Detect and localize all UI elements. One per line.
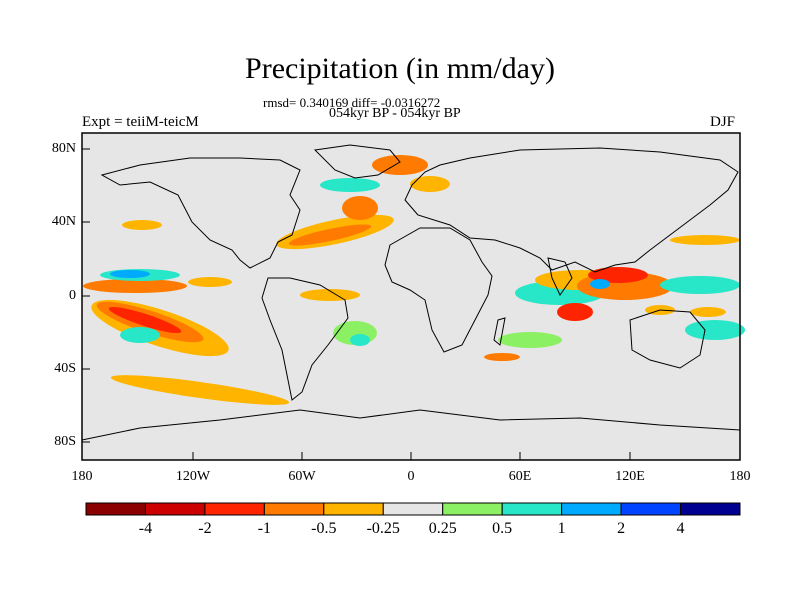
colorbar-swatch xyxy=(382,502,444,516)
period-text: 054kyr BP - 054kyr BP xyxy=(329,106,461,121)
coastline-south-america xyxy=(261,277,349,401)
lat-tick-label: 80N xyxy=(51,141,76,156)
precipitation-anomaly-blobs xyxy=(83,155,745,405)
axis-ticks xyxy=(82,148,631,460)
lat-tick-label: 80S xyxy=(54,434,76,449)
colorbar-label: 1 xyxy=(557,520,566,537)
colorbar-swatch xyxy=(501,502,563,516)
anomaly-blob xyxy=(108,306,182,334)
colorbar-label: -1 xyxy=(257,520,272,537)
anomaly-blob xyxy=(690,307,726,317)
colorbar-label: -0.25 xyxy=(366,520,400,537)
anomaly-blob xyxy=(498,332,562,348)
anomaly-blob xyxy=(320,178,380,192)
colorbar-swatch xyxy=(263,502,325,516)
anomaly-blob xyxy=(660,276,740,294)
lon-tick-label: 60E xyxy=(508,469,532,484)
colorbar-label: 0.5 xyxy=(492,520,513,537)
colorbar-swatch xyxy=(144,502,206,516)
lon-tick-label: 60W xyxy=(288,469,316,484)
coastline-madagascar xyxy=(493,317,506,346)
anomaly-blob xyxy=(670,235,740,245)
coastline-north-america xyxy=(100,157,301,269)
anomaly-blob xyxy=(300,289,360,301)
anomaly-blob xyxy=(342,196,378,220)
anomaly-blob xyxy=(588,267,648,283)
colorbar-label: 4 xyxy=(676,520,685,537)
coastline-antarctica xyxy=(81,409,741,441)
anomaly-blob xyxy=(484,353,520,361)
anomaly-blob xyxy=(110,375,290,405)
colorbar-swatch xyxy=(85,502,146,516)
anomaly-blob xyxy=(590,279,610,289)
anomaly-blob xyxy=(372,155,428,175)
coastline-greenland xyxy=(313,144,401,179)
anomaly-blob xyxy=(410,176,450,192)
colorbar-swatch xyxy=(680,502,741,516)
colorbar-label: -4 xyxy=(138,520,153,537)
experiment-label: Expt = teiiM-teicM xyxy=(82,114,199,130)
colorbar-label: 2 xyxy=(617,520,626,537)
coastline-india xyxy=(547,257,573,296)
colorbar-label: -0.5 xyxy=(311,520,337,537)
lon-tick-label: 0 xyxy=(407,469,415,484)
lat-tick-label: 40S xyxy=(54,361,76,376)
lon-tick-label: 180 xyxy=(71,469,93,484)
coastlines xyxy=(81,144,741,441)
lon-tick-label: 120E xyxy=(615,469,645,484)
coastline-eurasia xyxy=(404,147,739,273)
colorbar-swatch xyxy=(323,502,384,516)
colorbar-swatch xyxy=(442,502,503,516)
lat-tick-label: 0 xyxy=(69,288,76,303)
lon-tick-label: 120W xyxy=(175,469,211,484)
anomaly-blob xyxy=(188,277,232,287)
coastline-africa xyxy=(384,227,493,353)
lat-tick-label: 40N xyxy=(51,214,76,229)
plot-title: Precipitation (in mm/day) xyxy=(245,52,555,85)
colorbar xyxy=(85,502,741,516)
anomaly-blob xyxy=(288,224,372,246)
anomaly-blob xyxy=(83,279,187,293)
anomaly-blob xyxy=(557,303,593,321)
anomaly-blob xyxy=(350,334,370,346)
colorbar-swatch xyxy=(561,502,622,516)
colorbar-label: 0.25 xyxy=(428,520,457,537)
coastline-australia xyxy=(629,309,706,369)
season-label: DJF xyxy=(710,114,736,130)
anomaly-blob xyxy=(122,220,162,230)
anomaly-blob xyxy=(110,270,150,278)
lon-tick-label: 180 xyxy=(729,469,751,484)
anomaly-blob xyxy=(120,327,160,343)
colorbar-swatch xyxy=(204,502,265,516)
stats-text: rmsd= 0.340169 diff= -0.0316272 xyxy=(263,95,441,110)
colorbar-label: -2 xyxy=(198,520,212,537)
anomaly-blob xyxy=(685,320,745,340)
colorbar-swatch xyxy=(620,502,682,516)
